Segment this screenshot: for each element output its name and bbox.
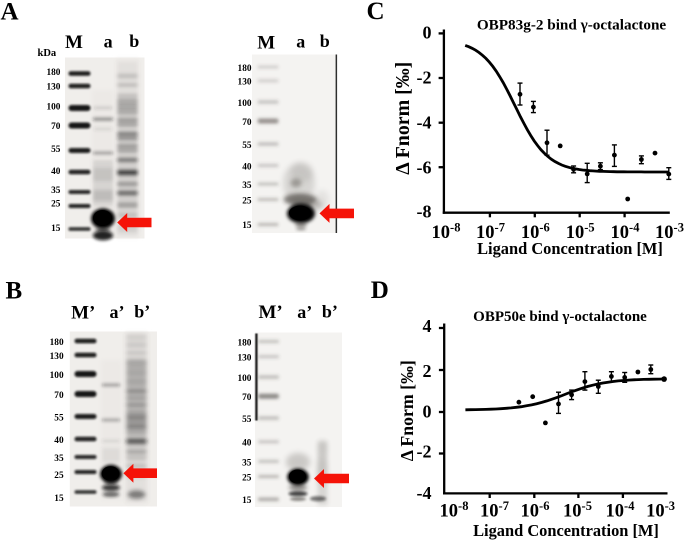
svg-text:70: 70 — [51, 122, 61, 132]
svg-text:100: 100 — [238, 99, 252, 109]
svg-text:15: 15 — [54, 494, 64, 504]
svg-text:A: A — [1, 0, 19, 26]
svg-text:Δ Fnorm [‰]: Δ Fnorm [‰] — [392, 62, 414, 175]
svg-text:55: 55 — [242, 415, 252, 425]
svg-text:D: D — [371, 277, 389, 304]
svg-text:130: 130 — [237, 354, 251, 364]
svg-text:a’: a’ — [110, 302, 125, 322]
svg-text:M’: M’ — [258, 302, 282, 323]
svg-text:b’: b’ — [134, 302, 150, 322]
svg-text:55: 55 — [51, 145, 61, 155]
svg-text:100: 100 — [50, 371, 64, 381]
svg-text:40: 40 — [51, 167, 61, 177]
svg-text:10-8: 10-8 — [432, 221, 461, 244]
svg-text:M: M — [65, 32, 83, 53]
svg-text:b: b — [320, 31, 330, 51]
svg-text:130: 130 — [238, 78, 252, 88]
svg-text:40: 40 — [242, 439, 252, 449]
svg-text:70: 70 — [54, 391, 64, 401]
svg-text:180: 180 — [46, 68, 60, 78]
svg-text:-2: -2 — [417, 442, 432, 462]
svg-text:B: B — [6, 277, 23, 304]
svg-text:0: 0 — [423, 402, 432, 422]
svg-text:-2: -2 — [417, 68, 432, 88]
svg-text:10-7: 10-7 — [480, 499, 509, 522]
svg-text:b: b — [129, 31, 139, 51]
svg-text:180: 180 — [237, 338, 251, 348]
svg-text:70: 70 — [242, 393, 252, 403]
svg-text:2: 2 — [423, 361, 432, 381]
svg-text:180: 180 — [50, 338, 64, 348]
svg-text:130: 130 — [50, 352, 64, 362]
svg-text:-6: -6 — [417, 157, 432, 177]
svg-text:35: 35 — [242, 181, 252, 191]
svg-text:35: 35 — [51, 186, 61, 196]
svg-text:OBP50e bind γ-octalactone: OBP50e bind γ-octalactone — [473, 309, 647, 325]
svg-text:b’: b’ — [322, 302, 338, 322]
svg-text:Ligand Concentration [M]: Ligand Concentration [M] — [473, 521, 659, 540]
svg-text:10-4: 10-4 — [606, 499, 636, 522]
svg-text:-4: -4 — [417, 483, 432, 503]
svg-text:10-5: 10-5 — [563, 499, 592, 522]
svg-text:10-3: 10-3 — [646, 499, 675, 522]
svg-text:70: 70 — [242, 118, 252, 128]
svg-text:0: 0 — [423, 23, 432, 43]
svg-text:10-8: 10-8 — [440, 499, 469, 522]
svg-text:15: 15 — [51, 224, 61, 234]
svg-text:180: 180 — [238, 64, 252, 74]
svg-text:C: C — [367, 0, 385, 25]
svg-text:kDa: kDa — [38, 48, 57, 59]
svg-text:100: 100 — [46, 103, 60, 113]
svg-text:-4: -4 — [417, 112, 432, 132]
svg-text:4: 4 — [423, 316, 432, 336]
svg-text:25: 25 — [242, 196, 252, 206]
svg-text:25: 25 — [51, 200, 61, 210]
svg-text:Δ Fnorm [‰]: Δ Fnorm [‰] — [397, 360, 417, 461]
svg-text:-8: -8 — [417, 202, 432, 222]
svg-text:35: 35 — [242, 458, 252, 468]
svg-text:10-6: 10-6 — [521, 499, 550, 522]
svg-text:15: 15 — [242, 496, 252, 506]
svg-text:M: M — [257, 33, 275, 54]
svg-text:OBP83g-2 bind γ-octalactone: OBP83g-2 bind γ-octalactone — [477, 17, 667, 34]
svg-text:100: 100 — [237, 374, 251, 384]
svg-text:25: 25 — [242, 473, 252, 483]
svg-text:55: 55 — [54, 413, 64, 423]
svg-text:M’: M’ — [71, 302, 95, 323]
svg-text:a: a — [296, 31, 305, 51]
svg-text:25: 25 — [54, 471, 64, 481]
svg-text:a: a — [104, 31, 113, 51]
svg-text:a’: a’ — [297, 302, 312, 322]
svg-text:40: 40 — [54, 436, 64, 446]
svg-text:130: 130 — [46, 82, 60, 92]
svg-text:35: 35 — [54, 454, 64, 464]
svg-text:Ligand Concentration [M]: Ligand Concentration [M] — [477, 239, 663, 258]
svg-text:15: 15 — [242, 221, 252, 231]
svg-text:40: 40 — [242, 162, 252, 172]
svg-text:55: 55 — [242, 141, 252, 151]
